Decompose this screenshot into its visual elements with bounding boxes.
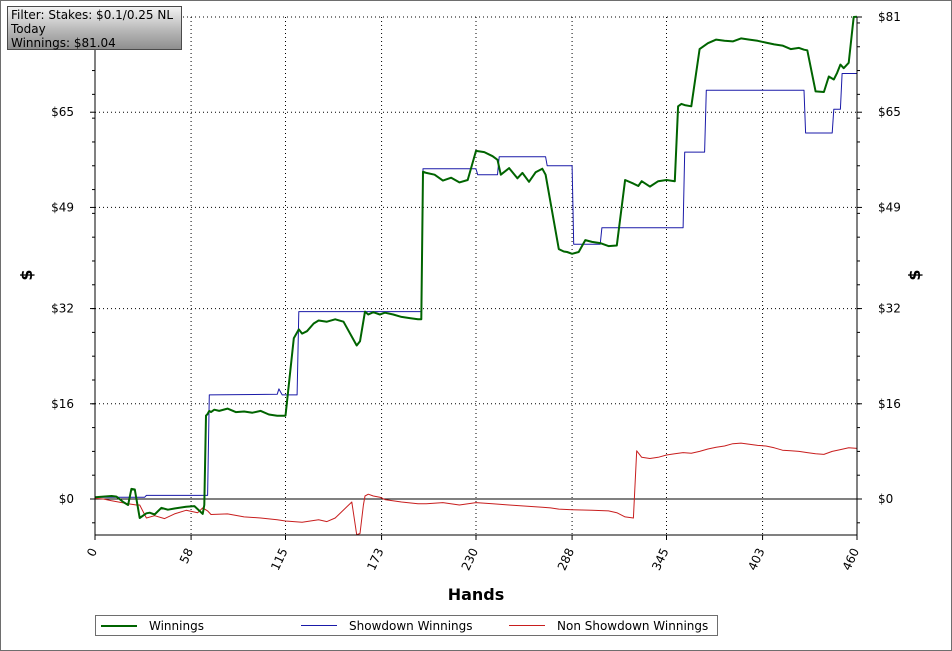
tick-labels: 0 58 115 173 230 288 345 403 460 $0 $0 $16 $16 $32 $32… <box>51 10 901 573</box>
legend-swatch-showdown <box>301 625 337 626</box>
legend-label-showdown: Showdown Winnings <box>349 618 473 633</box>
x-tick-label: 230 <box>459 546 481 573</box>
filter-summary-box: Filter: Stakes: $0.1/0.25 NL Today Winni… <box>7 6 182 50</box>
grid-lines <box>95 16 857 535</box>
x-axis-title: Hands <box>448 585 505 604</box>
legend-swatch-non-showdown <box>509 625 545 626</box>
x-tick-label: 58 <box>177 546 196 566</box>
filter-stakes-label: Filter: Stakes: $0.1/0.25 NL <box>11 8 174 22</box>
y-tick-label-left: $0 <box>59 492 74 506</box>
y-tick-label-left: $16 <box>51 397 74 411</box>
x-tick-label: 115 <box>268 546 290 573</box>
series-line-showdown <box>95 73 857 498</box>
y-tick-label-left: $65 <box>51 105 74 119</box>
legend-item-non-showdown: Non Showdown Winnings <box>509 616 708 635</box>
x-tick-label: 403 <box>745 546 767 573</box>
axes <box>90 16 862 540</box>
legend-swatch-winnings <box>101 624 137 627</box>
y-tick-label-right: $32 <box>878 302 901 316</box>
x-tick-label: 0 <box>84 546 100 559</box>
series-line-non-showdown <box>94 442 858 536</box>
total-winnings-label: Winnings: $81.04 <box>11 36 116 50</box>
y-tick-label-left: $49 <box>51 200 74 214</box>
y-tick-label-right: $16 <box>878 397 901 411</box>
x-tick-label: 288 <box>555 546 577 573</box>
series-lines <box>94 15 858 536</box>
y-tick-label-right: $0 <box>878 492 893 506</box>
legend-label-non-showdown: Non Showdown Winnings <box>557 618 709 633</box>
y-axis-title-right: $ <box>905 269 924 280</box>
x-tick-label: 173 <box>364 546 386 573</box>
chart-legend: Winnings Showdown Winnings Non Showdown … <box>95 615 718 636</box>
y-tick-label-right: $49 <box>878 200 901 214</box>
y-tick-label-right: $81 <box>878 10 901 24</box>
series-line-winnings <box>94 15 858 519</box>
x-tick-label: 345 <box>649 546 671 573</box>
y-axis-title-left: $ <box>17 269 36 280</box>
legend-item-showdown: Showdown Winnings <box>301 616 473 635</box>
legend-label-winnings: Winnings <box>149 618 204 633</box>
legend-item-winnings: Winnings <box>101 616 204 635</box>
x-tick-label: 460 <box>840 546 862 573</box>
y-tick-label-left: $32 <box>51 302 74 316</box>
y-tick-label-right: $65 <box>878 105 901 119</box>
filter-date-label: Today <box>11 22 46 36</box>
